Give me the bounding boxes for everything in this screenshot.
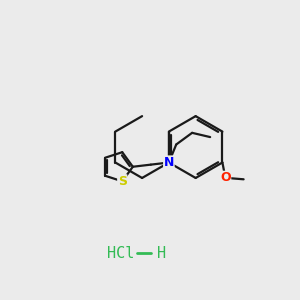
Text: O: O (220, 171, 231, 184)
Text: HCl: HCl (107, 246, 134, 261)
Text: H: H (157, 246, 166, 261)
Text: N: N (164, 156, 174, 169)
Text: S: S (118, 175, 127, 188)
